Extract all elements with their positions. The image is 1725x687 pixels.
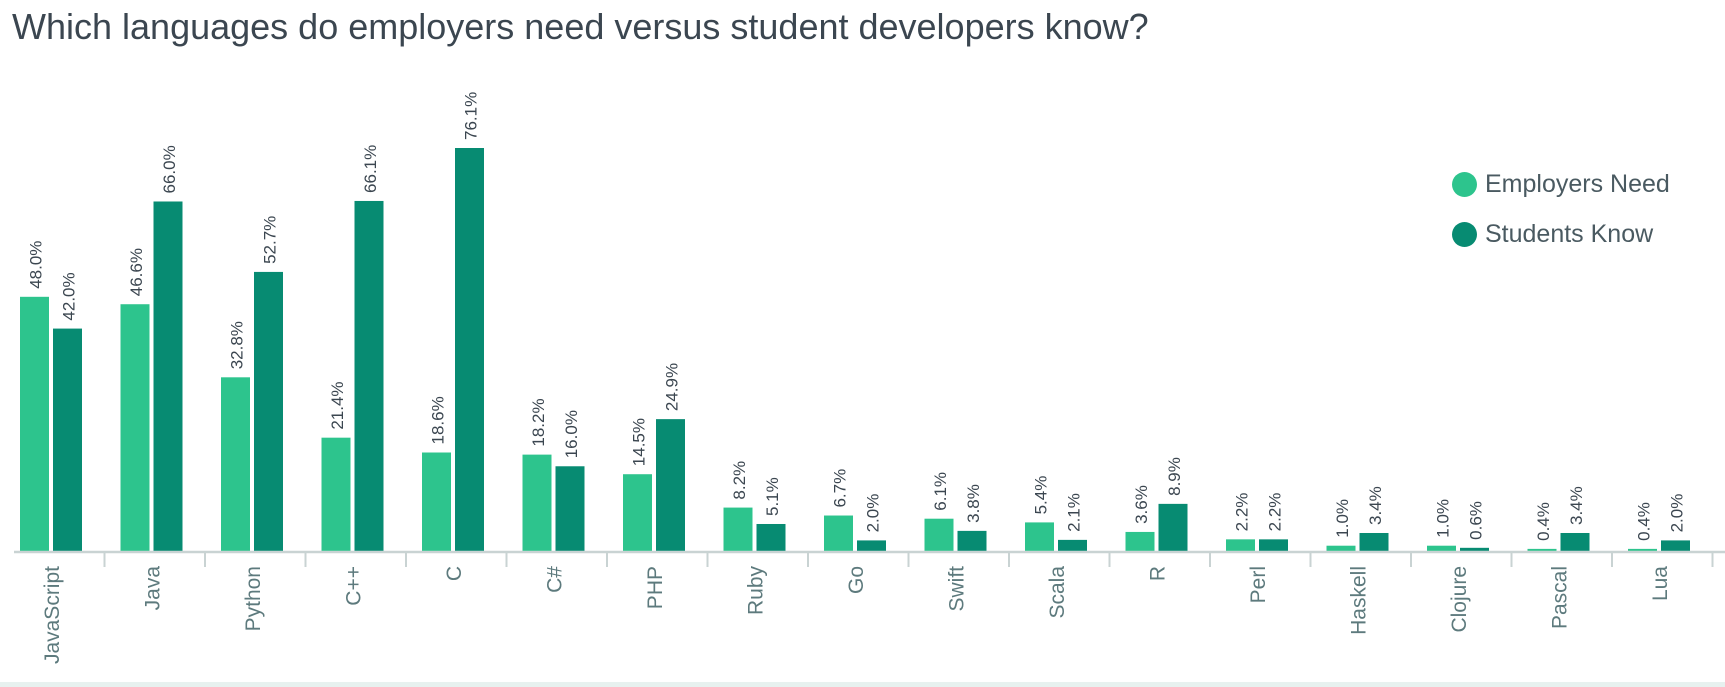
value-label-lua-employers: 0.4% [1635, 502, 1654, 541]
tick-label-csharp: C# [544, 566, 567, 593]
value-label-lua-students: 2.0% [1668, 494, 1687, 533]
value-label-java-employers: 46.6% [127, 248, 146, 296]
legend-item-employers[interactable]: Employers Need [1452, 170, 1670, 198]
bar-csharp-employers[interactable] [522, 454, 552, 551]
bar-java-employers[interactable] [120, 304, 150, 551]
value-label-swift-employers: 6.1% [931, 472, 950, 511]
bar-lua-students[interactable] [1661, 540, 1690, 551]
tick-label-cplusplus: C++ [343, 566, 366, 606]
tick-label-scala: Scala [1046, 566, 1069, 619]
legend: Employers Need Students Know [1452, 170, 1670, 270]
bar-python-students[interactable] [254, 271, 283, 551]
tick-label-php: PHP [644, 566, 667, 609]
bar-r-students[interactable] [1158, 503, 1188, 551]
value-label-c-employers: 18.6% [429, 396, 448, 444]
value-label-perl-students: 2.2% [1266, 493, 1285, 532]
bar-javascript-students[interactable] [53, 328, 82, 551]
value-label-pascal-students: 3.4% [1567, 486, 1586, 525]
value-label-python-employers: 32.8% [228, 321, 247, 369]
tick-label-java: Java [142, 566, 165, 611]
bar-pascal-employers[interactable] [1527, 548, 1557, 551]
bar-lua-employers[interactable] [1628, 548, 1657, 551]
value-label-csharp-employers: 18.2% [529, 398, 548, 446]
tick-label-pascal: Pascal [1549, 566, 1572, 629]
legend-label-students: Students Know [1485, 219, 1654, 248]
bar-cplusplus-employers[interactable] [321, 437, 351, 551]
bar-ruby-employers[interactable] [723, 507, 753, 551]
bar-csharp-students[interactable] [555, 466, 585, 551]
legend-item-students[interactable]: Students Know [1452, 220, 1670, 248]
bar-cplusplus-students[interactable] [354, 200, 384, 551]
tick-label-ruby: Ruby [745, 566, 768, 616]
bars-layer [20, 148, 1690, 551]
bar-pascal-students[interactable] [1560, 532, 1590, 551]
chart-title: Which languages do employers need versus… [12, 6, 1149, 47]
bar-clojure-students[interactable] [1460, 547, 1489, 551]
value-label-perl-employers: 2.2% [1233, 493, 1252, 532]
value-label-clojure-employers: 1.0% [1434, 499, 1453, 538]
value-label-javascript-employers: 48.0% [27, 241, 46, 289]
value-label-go-employers: 6.7% [831, 469, 850, 508]
value-label-scala-employers: 5.4% [1032, 476, 1051, 515]
value-label-csharp-students: 16.0% [562, 410, 581, 458]
value-label-java-students: 66.0% [160, 145, 179, 193]
bar-python-employers[interactable] [221, 377, 250, 551]
bar-perl-employers[interactable] [1226, 539, 1255, 551]
bar-scala-students[interactable] [1058, 539, 1087, 551]
value-labels-layer: 48.0% 42.0% 46.6% 66.0% 32.8% 52.7% 21.4% 66.1%… [27, 92, 1687, 541]
tick-label-c: C [443, 566, 466, 581]
legend-swatch-students [1452, 221, 1477, 247]
tick-label-lua: Lua [1649, 566, 1672, 601]
tick-label-javascript: JavaScript [41, 566, 64, 664]
bar-php-students[interactable] [656, 419, 685, 551]
tick-label-r: R [1147, 566, 1170, 581]
value-label-ruby-employers: 8.2% [730, 461, 749, 500]
tick-label-go: Go [845, 566, 868, 594]
value-label-r-employers: 3.6% [1132, 485, 1151, 524]
tick-label-clojure: Clojure [1448, 566, 1471, 633]
bar-r-employers[interactable] [1125, 531, 1155, 551]
tick-label-swift: Swift [946, 566, 969, 612]
value-label-javascript-students: 42.0% [60, 272, 79, 320]
tick-label-perl: Perl [1247, 566, 1270, 603]
legend-swatch-employers [1452, 171, 1477, 197]
value-label-go-students: 2.0% [864, 494, 883, 533]
bar-javascript-employers[interactable] [20, 296, 49, 551]
value-label-pascal-employers: 0.4% [1534, 502, 1553, 541]
bar-ruby-students[interactable] [756, 523, 786, 551]
value-label-swift-students: 3.8% [964, 484, 983, 523]
value-label-cplusplus-students: 66.1% [361, 145, 380, 193]
value-label-c-students: 76.1% [462, 92, 481, 140]
bar-scala-employers[interactable] [1025, 522, 1054, 551]
bar-swift-students[interactable] [957, 530, 987, 551]
bar-haskell-employers[interactable] [1326, 545, 1356, 551]
bar-c-students[interactable] [455, 148, 484, 551]
tick-label-haskell: Haskell [1348, 566, 1371, 635]
value-label-php-students: 24.9% [663, 363, 682, 411]
value-label-ruby-students: 5.1% [763, 477, 782, 516]
value-label-haskell-employers: 1.0% [1333, 499, 1352, 538]
legend-label-employers: Employers Need [1485, 169, 1670, 198]
bar-go-students[interactable] [857, 540, 886, 551]
value-label-scala-students: 2.1% [1065, 493, 1084, 532]
bar-perl-students[interactable] [1259, 539, 1288, 551]
x-axis: JavaScript Java Python C++ C C# PHP Ruby Go Swift… [14, 550, 1725, 664]
value-label-cplusplus-employers: 21.4% [328, 381, 347, 429]
value-label-python-students: 52.7% [261, 216, 280, 264]
value-label-haskell-students: 3.4% [1366, 486, 1385, 525]
value-label-clojure-students: 0.6% [1467, 501, 1486, 540]
value-label-php-employers: 14.5% [630, 418, 649, 466]
bar-go-employers[interactable] [824, 515, 853, 551]
bar-java-students[interactable] [153, 201, 183, 551]
bar-php-employers[interactable] [623, 474, 652, 551]
bar-c-employers[interactable] [422, 452, 451, 551]
bar-clojure-employers[interactable] [1427, 545, 1456, 551]
tick-label-python: Python [242, 566, 265, 631]
bar-haskell-students[interactable] [1359, 532, 1389, 551]
bottom-band [0, 682, 1725, 687]
bar-swift-employers[interactable] [924, 518, 954, 551]
value-label-r-students: 8.9% [1165, 457, 1184, 496]
